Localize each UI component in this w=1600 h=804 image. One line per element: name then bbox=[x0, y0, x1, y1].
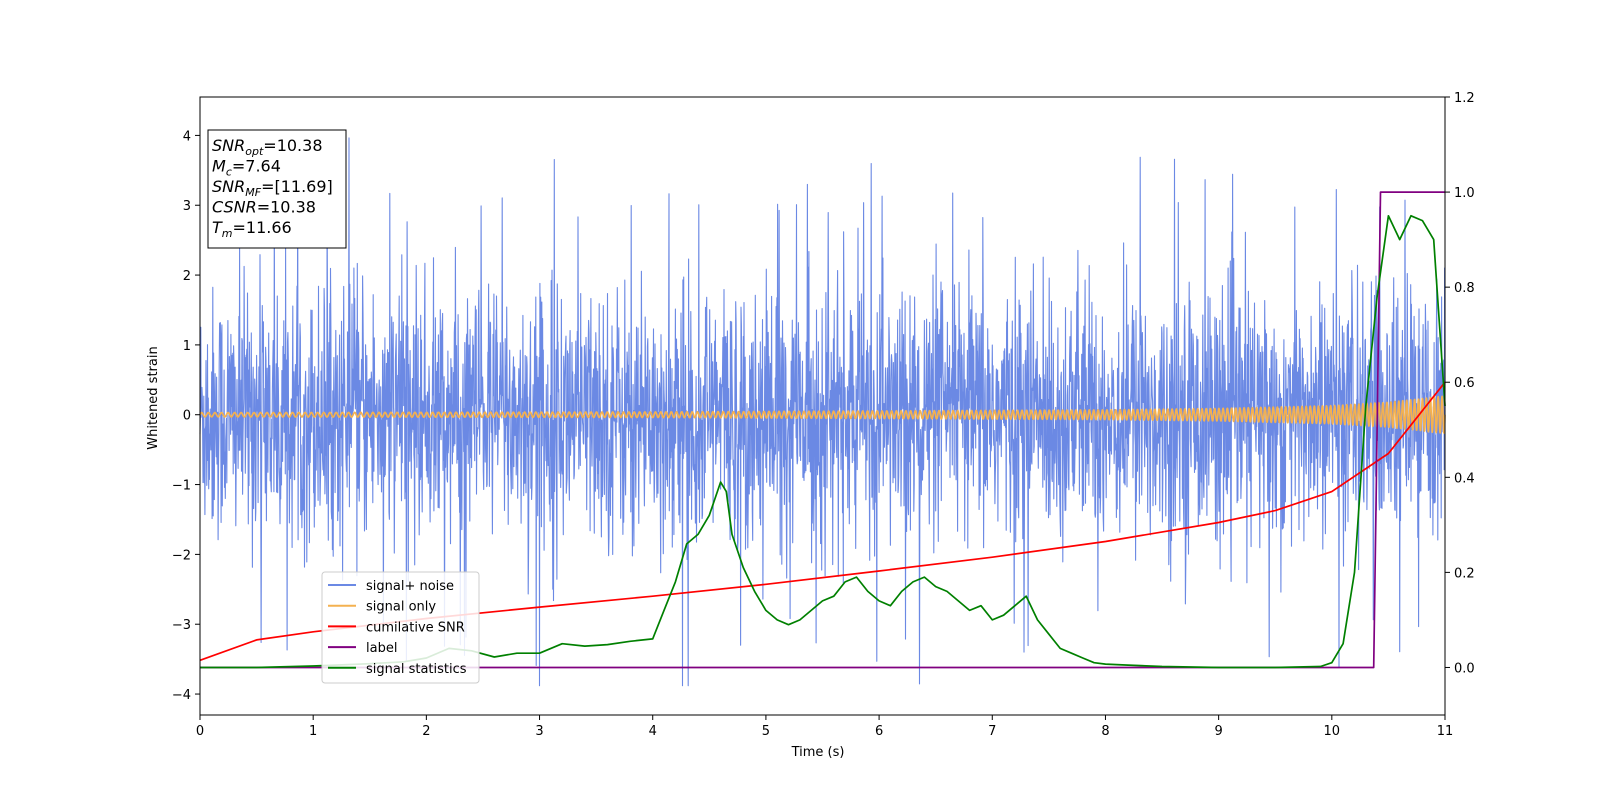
x-tick-label: 5 bbox=[762, 724, 770, 739]
annotation-line: Tm=11.66 bbox=[212, 218, 292, 240]
y-left-tick-label: −3 bbox=[172, 618, 191, 633]
series-line-signal-only bbox=[199, 395, 1446, 434]
y-left-tick-label: 2 bbox=[183, 269, 191, 284]
x-tick-label: 2 bbox=[422, 724, 430, 739]
y-left-tick-label: 1 bbox=[183, 339, 191, 354]
annotation-frame bbox=[207, 129, 347, 249]
x-tick-label: 1 bbox=[309, 724, 317, 739]
y-left-tick-label: −1 bbox=[172, 479, 191, 494]
x-tick-label: 0 bbox=[196, 724, 204, 739]
y-right-tick-label: 1.0 bbox=[1454, 186, 1475, 201]
legend-entry: signal statistics bbox=[366, 662, 467, 677]
legend-frame bbox=[321, 571, 480, 684]
annotation-line: Mc=7.64 bbox=[212, 157, 281, 179]
annotation-line: SNRopt=10.38 bbox=[212, 136, 323, 158]
annotation-box: SNRopt=10.38Mc=7.64SNRMF=[11.69]CSNR=10.… bbox=[207, 129, 347, 249]
annotation-line: SNRMF=[11.69] bbox=[212, 177, 333, 199]
y-right-tick-label: 0.6 bbox=[1454, 376, 1475, 391]
y-axis-label: Whitened strain bbox=[146, 346, 161, 449]
y-right-tick-label: 0.8 bbox=[1454, 281, 1475, 296]
x-tick-label: 4 bbox=[649, 724, 657, 739]
y-right-tick-label: 0.2 bbox=[1454, 566, 1475, 581]
left-axis-series bbox=[199, 137, 1446, 687]
annotation-line: CSNR=10.38 bbox=[212, 198, 316, 217]
plot-frame bbox=[199, 96, 1446, 716]
x-axis-label: Time (s) bbox=[791, 745, 845, 760]
y-right-tick-label: 1.2 bbox=[1454, 91, 1475, 106]
x-tick-label: 3 bbox=[535, 724, 543, 739]
x-tick-label: 11 bbox=[1437, 724, 1454, 739]
x-tick-label: 7 bbox=[988, 724, 996, 739]
y-axis-right-ticks: 0.0 0.2 0.4 0.6 0.8 1.0 1.2 bbox=[1445, 91, 1475, 676]
x-tick-label: 10 bbox=[1324, 724, 1341, 739]
x-tick-label: 8 bbox=[1101, 724, 1109, 739]
legend-entry: signal only bbox=[366, 600, 436, 615]
legend-entry: cumilative SNR bbox=[366, 620, 465, 635]
legend-entry: label bbox=[366, 641, 397, 656]
y-left-tick-label: 0 bbox=[183, 409, 191, 424]
series-line-signal-statistics bbox=[200, 214, 1446, 669]
x-axis-ticks: 0 1 2 3 4 5 6 7 8 9 10 11 bbox=[196, 715, 1453, 739]
y-left-tick-label: −4 bbox=[172, 688, 191, 703]
series-line-signal-noise bbox=[199, 137, 1446, 687]
y-left-tick-label: 3 bbox=[183, 199, 191, 214]
legend: signal+ noise signal only cumilative SNR la… bbox=[321, 571, 480, 684]
y-axis-left-ticks: −4 −3 −2 −1 0 1 2 3 4 bbox=[172, 129, 200, 703]
y-left-tick-label: 4 bbox=[183, 129, 191, 144]
x-tick-label: 6 bbox=[875, 724, 883, 739]
series-line-label bbox=[200, 191, 1445, 669]
x-tick-label: 9 bbox=[1214, 724, 1222, 739]
y-right-tick-label: 0.4 bbox=[1454, 471, 1475, 486]
y-right-tick-label: 0.0 bbox=[1454, 661, 1475, 676]
legend-entry: signal+ noise bbox=[366, 579, 454, 594]
y-left-tick-label: −2 bbox=[172, 548, 191, 563]
